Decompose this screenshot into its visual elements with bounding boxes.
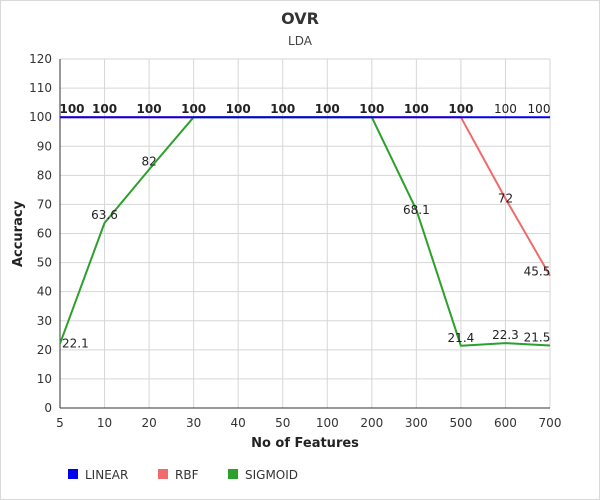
legend: LINEAR RBF SIGMOID <box>68 468 298 482</box>
data-label-sigmoid: 22.1 <box>62 337 89 351</box>
legend-label-rbf: RBF <box>175 468 199 482</box>
data-label-sigmoid: 22.3 <box>492 328 519 342</box>
data-label-linear: 100 <box>528 102 551 116</box>
data-label-linear: 100 <box>137 102 162 116</box>
data-label-linear: 100 <box>92 102 117 116</box>
data-label-linear: 100 <box>59 102 84 116</box>
y-tick-label: 90 <box>37 139 52 153</box>
data-labels: 100 100 100 100 100 100 100 100 100 100 100 100 72 45… <box>59 102 550 351</box>
data-label-linear: 100 <box>359 102 384 116</box>
y-tick-label: 80 <box>37 168 52 182</box>
series-lines <box>59 116 551 347</box>
legend-swatch-linear <box>68 469 78 479</box>
data-label-sigmoid: 63.6 <box>91 208 118 222</box>
data-label-linear: 100 <box>494 102 517 116</box>
chart-title: OVR <box>281 9 319 28</box>
legend-label-sigmoid: SIGMOID <box>245 468 298 482</box>
y-tick-label: 60 <box>37 227 52 241</box>
data-label-linear: 100 <box>181 102 206 116</box>
data-label-rbf: 45.5 <box>524 265 551 279</box>
series-line-sigmoid <box>59 116 551 347</box>
data-label-sigmoid: 21.5 <box>524 330 551 344</box>
y-tick-label: 120 <box>29 52 52 66</box>
data-label-sigmoid: 68.1 <box>403 203 430 217</box>
y-tick-label: 100 <box>29 110 52 124</box>
x-tick-label: 10 <box>97 416 112 430</box>
x-tick-label: 20 <box>141 416 156 430</box>
chart-subtitle: LDA <box>288 34 313 48</box>
x-axis-label: No of Features <box>251 436 359 451</box>
data-label-linear: 100 <box>404 102 429 116</box>
data-label-linear: 100 <box>315 102 340 116</box>
data-label-rbf: 72 <box>498 192 513 206</box>
series-line-rbf <box>60 116 551 277</box>
x-tick-label: 40 <box>231 416 246 430</box>
x-tick-label: 5 <box>56 416 64 430</box>
y-axis-label: Accuracy <box>11 200 26 267</box>
data-label-sigmoid: 21.4 <box>448 331 475 345</box>
y-tick-label: 70 <box>37 197 52 211</box>
data-label-linear: 100 <box>270 102 295 116</box>
legend-label-linear: LINEAR <box>85 468 128 482</box>
x-tick-labels: 5 10 20 30 40 50 100 200 300 500 600 700 <box>56 416 561 430</box>
x-tick-label: 600 <box>494 416 517 430</box>
y-tick-label: 20 <box>37 343 52 357</box>
y-tick-label: 0 <box>44 401 52 415</box>
grid <box>59 58 551 409</box>
x-tick-label: 500 <box>449 416 472 430</box>
legend-swatch-sigmoid <box>228 469 238 479</box>
x-tick-label: 30 <box>186 416 201 430</box>
x-tick-label: 50 <box>275 416 290 430</box>
y-tick-label: 30 <box>37 314 52 328</box>
legend-swatch-rbf <box>158 469 168 479</box>
y-tick-label: 50 <box>37 256 52 270</box>
data-label-sigmoid: 82 <box>141 155 156 169</box>
y-tick-label: 40 <box>37 285 52 299</box>
x-tick-label: 100 <box>316 416 339 430</box>
data-label-linear: 100 <box>226 102 251 116</box>
y-tick-labels: 0 10 20 30 40 50 60 70 80 90 100 110 120 <box>29 52 52 415</box>
data-label-linear: 100 <box>448 102 473 116</box>
y-tick-label: 10 <box>37 372 52 386</box>
x-tick-label: 300 <box>405 416 428 430</box>
x-tick-label: 200 <box>360 416 383 430</box>
x-tick-label: 700 <box>539 416 562 430</box>
y-tick-label: 110 <box>29 81 52 95</box>
